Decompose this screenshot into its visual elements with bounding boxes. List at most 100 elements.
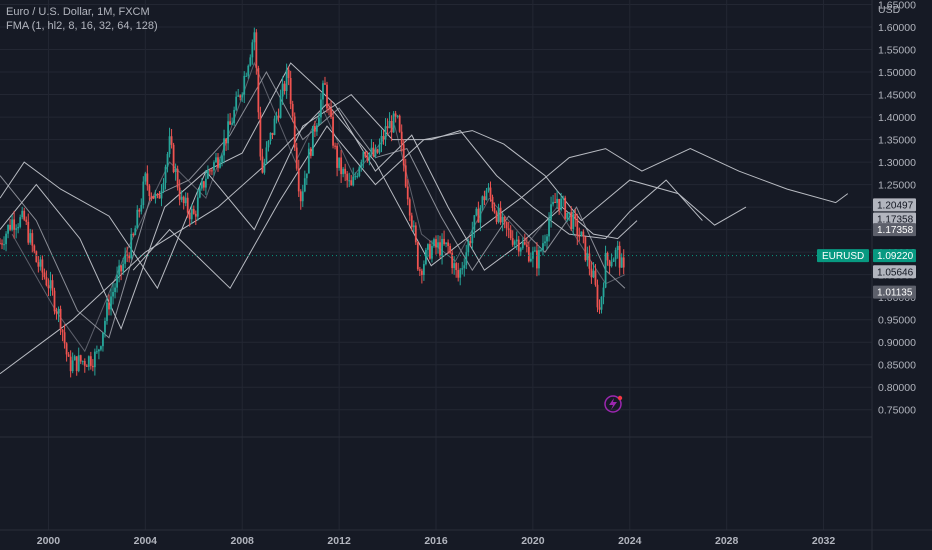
candle-body xyxy=(515,239,518,242)
candle-body xyxy=(608,260,611,267)
lightning-icon-bolt[interactable] xyxy=(609,398,617,410)
candle-body xyxy=(580,231,583,237)
candle-body xyxy=(396,115,399,117)
candle-body xyxy=(235,96,238,110)
candle-body xyxy=(578,236,581,238)
candle-body xyxy=(251,42,254,58)
candle-body xyxy=(435,239,437,248)
candle-body xyxy=(610,261,613,267)
candle-body xyxy=(368,152,371,160)
candle-body xyxy=(227,121,229,144)
candle-body xyxy=(376,149,379,153)
candle-body xyxy=(112,292,114,297)
candle-body xyxy=(51,280,54,291)
price-badge-label: 1.17358 xyxy=(877,225,914,236)
candle-body xyxy=(358,167,361,176)
candle-body xyxy=(263,162,266,173)
candle-body xyxy=(192,208,195,214)
candle-body xyxy=(576,219,579,237)
candle-body xyxy=(525,244,528,247)
candle-body xyxy=(301,191,304,202)
candle-body xyxy=(574,213,577,220)
candle-body xyxy=(120,265,123,272)
price-badge-label: 1.01135 xyxy=(877,288,913,299)
candle-body xyxy=(451,252,454,269)
candle-body xyxy=(620,257,623,268)
candle-body xyxy=(213,162,215,171)
candle-body xyxy=(196,197,199,217)
y-tick-label: 1.60000 xyxy=(878,22,916,34)
candle-body xyxy=(154,193,157,199)
candle-body xyxy=(158,194,161,199)
candle-body xyxy=(521,242,524,249)
candle-body xyxy=(600,296,603,310)
candle-body xyxy=(0,243,1,245)
y-tick-label: 1.45000 xyxy=(878,90,916,102)
candle-body xyxy=(596,284,599,308)
candle-body xyxy=(69,356,72,372)
candle-body xyxy=(75,356,78,371)
candle-body xyxy=(223,138,225,156)
candle-body xyxy=(140,205,143,212)
candle-body xyxy=(536,250,538,269)
candle-body xyxy=(146,173,149,186)
candle-body xyxy=(414,225,417,243)
candle-body xyxy=(172,144,175,172)
candle-body xyxy=(150,196,153,198)
candle-body xyxy=(170,136,173,145)
candle-body xyxy=(110,296,112,310)
candle-body xyxy=(422,264,425,275)
y-tick-label: 1.25000 xyxy=(878,180,916,192)
candle-body xyxy=(67,354,70,357)
price-badge xyxy=(873,212,916,226)
candle-body xyxy=(283,83,286,92)
candle-body xyxy=(352,176,355,186)
candle-body xyxy=(180,196,183,200)
candle-body xyxy=(17,226,20,229)
candle-body xyxy=(59,308,62,330)
candlestick-series xyxy=(0,27,625,378)
candle-body xyxy=(416,242,419,270)
candle-body xyxy=(39,259,42,267)
candle-body xyxy=(531,251,534,259)
lightning-icon-ring[interactable] xyxy=(604,395,622,413)
price-badge xyxy=(873,285,916,299)
candle-body xyxy=(100,346,102,350)
candle-body xyxy=(291,103,294,117)
candle-body xyxy=(346,173,349,181)
candle-body xyxy=(491,196,494,209)
y-tick-label: 1.40000 xyxy=(878,112,916,124)
lightning-icon[interactable] xyxy=(604,395,623,413)
candle-body xyxy=(126,254,129,256)
chart-legend: Euro / U.S. Dollar, 1M, FXCM FMA (1, hl2… xyxy=(6,5,158,33)
x-tick-label: 2024 xyxy=(618,535,642,547)
candle-body xyxy=(360,162,363,168)
candle-body xyxy=(186,197,189,213)
candle-body xyxy=(420,270,423,275)
candle-body xyxy=(318,117,320,126)
candle-body xyxy=(259,112,262,157)
candle-body xyxy=(211,170,213,172)
candle-body xyxy=(190,208,193,220)
candle-body xyxy=(229,121,232,125)
symbol-badge-label: EURUSD xyxy=(822,251,864,262)
candle-body xyxy=(132,233,135,236)
candle-body xyxy=(95,351,98,353)
candle-body xyxy=(11,219,14,230)
candle-body xyxy=(114,287,116,293)
candle-body xyxy=(81,361,84,363)
candle-body xyxy=(384,126,387,140)
candle-body xyxy=(184,197,187,204)
candle-body xyxy=(378,144,381,153)
candle-body xyxy=(540,249,542,251)
candle-body xyxy=(136,209,139,229)
candle-body xyxy=(247,65,250,76)
price-badge xyxy=(873,223,916,237)
symbol-badge xyxy=(817,249,869,263)
candle-body xyxy=(534,250,536,252)
candle-body xyxy=(93,351,96,368)
candle-body xyxy=(324,83,326,85)
candle-body xyxy=(503,216,506,222)
